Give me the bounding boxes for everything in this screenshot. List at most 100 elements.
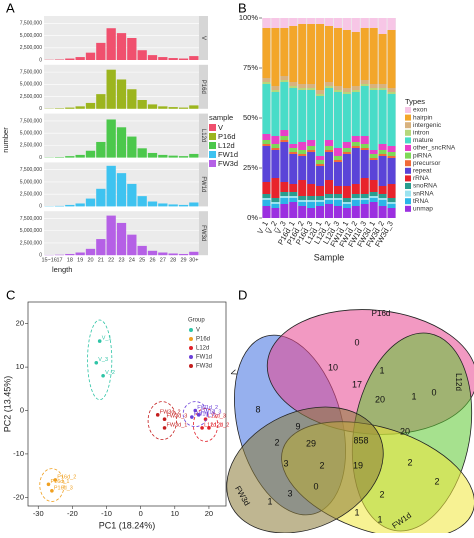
bar-segment — [298, 154, 306, 156]
bar — [179, 59, 188, 60]
point-label: V_2 — [105, 370, 115, 376]
y-tick-label: 2,500,000 — [20, 192, 42, 198]
bar-segment — [334, 200, 342, 206]
legend-label: unmap — [413, 206, 433, 213]
bar-segment — [316, 206, 324, 218]
x-tick-label: 30+ — [189, 258, 198, 264]
bar-segment — [271, 208, 279, 218]
bar-segment — [343, 142, 351, 148]
venn-count: 2 — [434, 476, 439, 486]
bar-segment — [271, 198, 279, 202]
bar — [65, 59, 74, 60]
bar-segment — [370, 154, 378, 158]
bar — [158, 57, 167, 60]
bar — [148, 55, 157, 60]
bar — [189, 154, 198, 158]
bar-segment — [325, 88, 333, 140]
x-tick-label: 29 — [180, 258, 186, 264]
bar — [138, 50, 147, 60]
bar — [96, 189, 105, 207]
y-tick-label: 7,500,000 — [20, 216, 42, 222]
facet-strip-label: FW3d — [200, 225, 206, 241]
venn-count: 8 — [255, 404, 260, 414]
y-tick-label: 50% — [243, 113, 258, 122]
y-tick-label: 7,500,000 — [20, 69, 42, 75]
bar-segment — [352, 90, 360, 92]
bar-segment — [343, 208, 351, 218]
bar-segment — [271, 202, 279, 204]
bar-segment — [352, 148, 360, 184]
legend-swatch — [209, 142, 216, 149]
bar-segment — [379, 156, 387, 186]
bar-segment — [388, 30, 396, 88]
bar-segment — [325, 204, 333, 218]
bar-segment — [370, 88, 378, 90]
confidence-ellipse — [148, 402, 176, 440]
bar-segment — [388, 18, 396, 30]
y-tick-label: 25% — [243, 163, 258, 172]
bar-segment — [361, 150, 369, 178]
bar-segment — [262, 82, 270, 84]
bar-segment — [370, 160, 378, 180]
bar — [107, 70, 116, 109]
bar-segment — [334, 198, 342, 200]
bar-segment — [289, 148, 297, 152]
bar — [76, 106, 85, 108]
y-tick-label: 0 — [39, 155, 42, 161]
venn-count: 20 — [375, 394, 385, 404]
bar-segment — [361, 136, 369, 144]
bar — [189, 252, 198, 255]
facet-strip-label: FW1d — [200, 176, 206, 192]
bar-segment — [307, 140, 315, 146]
bar-segment — [361, 86, 369, 136]
y-tick-label: 10 — [16, 362, 24, 371]
bar-segment — [388, 198, 396, 202]
x-tick-label: 15~16 — [41, 258, 56, 264]
bar-segment — [280, 196, 288, 198]
bar-segment — [370, 158, 378, 160]
bar-segment — [325, 180, 333, 194]
bar-segment — [316, 24, 324, 90]
bar — [96, 239, 105, 255]
panel-label: A — [6, 0, 15, 15]
bar-segment — [325, 198, 333, 200]
bar-segment — [343, 94, 351, 142]
bar-segment — [316, 196, 324, 200]
bar — [107, 166, 116, 207]
x-tick-label: 10 — [171, 509, 179, 518]
bar-segment — [379, 154, 387, 156]
bar-segment — [334, 92, 342, 148]
legend-swatch — [405, 107, 411, 113]
bar — [179, 254, 188, 255]
bar-segment — [271, 150, 279, 178]
bar-segment — [334, 156, 342, 160]
y-tick-label: 5,000,000 — [20, 33, 42, 39]
bar-segment — [307, 18, 315, 24]
bar-segment — [352, 146, 360, 148]
bar-segment — [388, 156, 396, 158]
venn-count: 0 — [354, 337, 359, 347]
y-tick-label: 0 — [39, 106, 42, 112]
legend-swatch — [189, 364, 193, 368]
bar-segment — [280, 182, 288, 192]
bar-segment — [370, 150, 378, 154]
bar-segment — [343, 88, 351, 92]
bar — [138, 148, 147, 157]
bar-segment — [262, 140, 270, 144]
venn-count: 858 — [353, 435, 368, 445]
bar-segment — [280, 18, 288, 28]
bar-segment — [352, 142, 360, 146]
y-tick-label: 20 — [16, 319, 24, 328]
bar-segment — [298, 150, 306, 154]
y-tick-label: -20 — [13, 492, 24, 501]
bar-segment — [271, 28, 279, 86]
bar-segment — [307, 202, 315, 208]
x-tick-label: 22 — [108, 258, 114, 264]
bar — [96, 43, 105, 60]
bar-segment — [361, 198, 369, 200]
bar-segment — [379, 18, 387, 34]
x-tick-label: 0 — [139, 509, 143, 518]
bar-segment — [352, 86, 360, 90]
bar-segment — [352, 136, 360, 142]
